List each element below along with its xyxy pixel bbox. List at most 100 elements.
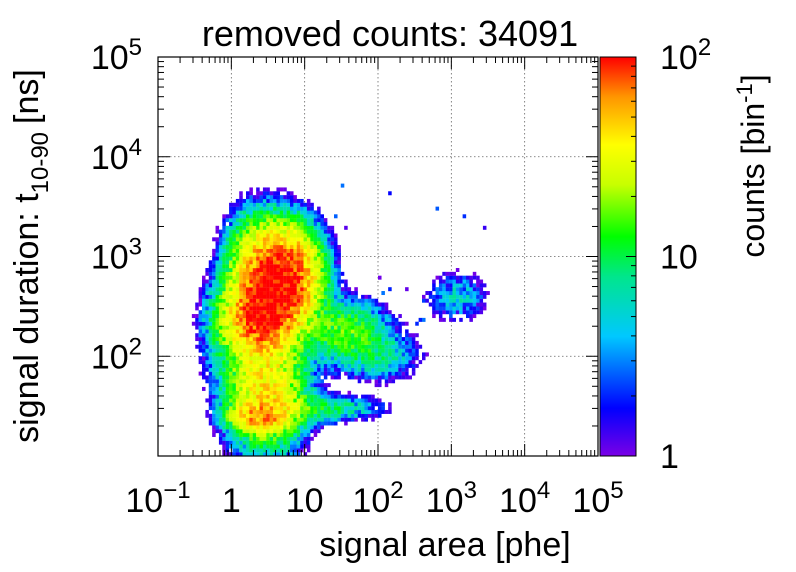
heatmap-cell (283, 210, 287, 215)
heatmap-cell (364, 302, 368, 307)
heatmap-cell (290, 244, 294, 249)
heatmap-cell (364, 348, 368, 353)
heatmap-cell (249, 317, 253, 322)
heatmap-cell (279, 237, 284, 242)
heatmap-cell (306, 363, 311, 368)
heatmap-cell (303, 421, 308, 426)
heatmap-cell (242, 248, 247, 253)
heatmap-cell (259, 360, 264, 365)
heatmap-cell (347, 321, 352, 326)
heatmap-cell (222, 237, 226, 242)
heatmap-cell (279, 279, 284, 284)
heatmap-cell (273, 237, 277, 242)
heatmap-cell (323, 360, 328, 365)
heatmap-cell (269, 402, 274, 407)
heatmap-cell (212, 340, 216, 345)
heatmap-cell (279, 363, 284, 368)
heatmap-cell (205, 283, 209, 288)
heatmap-cell (269, 444, 274, 449)
heatmap-cell (262, 302, 267, 307)
heatmap-cell (246, 444, 250, 449)
heatmap-cell (320, 310, 324, 315)
heatmap-cell (320, 233, 324, 238)
heatmap-cell (246, 348, 250, 353)
heatmap-cell (256, 421, 260, 426)
heatmap-cell (232, 356, 236, 361)
heatmap-cell (303, 386, 308, 391)
heatmap-cell (276, 402, 280, 407)
heatmap-cell (225, 241, 230, 246)
heatmap-cell (266, 294, 270, 299)
heatmap-cell (218, 379, 223, 384)
heatmap-cell (222, 283, 226, 288)
heatmap-cell (252, 448, 257, 453)
heatmap-cell (367, 394, 372, 399)
heatmap-cell (300, 406, 304, 411)
heatmap-cell (232, 252, 236, 257)
heatmap-cell (293, 421, 297, 426)
heatmap-cell (279, 252, 284, 257)
heatmap-cell (259, 329, 264, 334)
heatmap-cell (229, 325, 233, 330)
heatmap-cell (259, 298, 264, 303)
heatmap-cell (252, 406, 257, 411)
heatmap-cell (323, 264, 328, 269)
heatmap-cell (205, 291, 209, 296)
heatmap-cell (262, 198, 267, 203)
heatmap-cell (229, 344, 233, 349)
heatmap-cell (330, 237, 335, 242)
heatmap-cell (337, 244, 341, 249)
heatmap-cell (283, 233, 287, 238)
heatmap-cell (398, 325, 402, 330)
heatmap-cell (303, 444, 308, 449)
heatmap-cell (205, 287, 209, 292)
heatmap-cell (330, 321, 335, 326)
heatmap-cells (191, 183, 490, 457)
heatmap-cell (357, 333, 362, 338)
heatmap-cell (266, 248, 270, 253)
heatmap-cell (455, 298, 460, 303)
heatmap-cell (259, 421, 264, 426)
heatmap-cell (232, 283, 236, 288)
heatmap-cell (310, 233, 314, 238)
heatmap-cell (222, 244, 226, 249)
heatmap-cell (300, 294, 304, 299)
heatmap-cell (215, 244, 220, 249)
heatmap-cell (300, 271, 304, 276)
heatmap-cell (371, 371, 375, 376)
heatmap-cell (262, 432, 267, 437)
heatmap-cell (215, 337, 220, 342)
heatmap-cell (259, 279, 264, 284)
heatmap-cell (290, 260, 294, 265)
heatmap-cell (354, 294, 358, 299)
heatmap-cell (273, 221, 277, 226)
heatmap-cell (306, 325, 311, 330)
heatmap-cell (296, 210, 301, 215)
heatmap-cell (222, 256, 226, 261)
heatmap-cell (296, 348, 301, 353)
heatmap-cell (398, 344, 402, 349)
heatmap-cell (330, 367, 335, 372)
heatmap-cell (350, 409, 355, 414)
heatmap-cell (232, 321, 236, 326)
heatmap-cell (222, 425, 226, 430)
heatmap-cell (361, 352, 365, 357)
heatmap-cell (310, 310, 314, 315)
heatmap-cell (361, 325, 365, 330)
heatmap-cell (310, 302, 314, 307)
heatmap-cell (232, 379, 236, 384)
heatmap-cell (283, 279, 287, 284)
heatmap-cell (357, 409, 362, 414)
heatmap-cell (327, 314, 331, 319)
heatmap-cell (222, 432, 226, 437)
heatmap-cell (296, 363, 301, 368)
heatmap-cell (327, 367, 331, 372)
heatmap-cell (290, 337, 294, 342)
heatmap-cell (249, 252, 253, 257)
heatmap-cell (235, 275, 240, 280)
heatmap-cell (283, 383, 287, 388)
heatmap-cell (252, 244, 257, 249)
heatmap-cell (310, 406, 314, 411)
heatmap-cell (432, 306, 436, 311)
heatmap-cell (469, 298, 473, 303)
